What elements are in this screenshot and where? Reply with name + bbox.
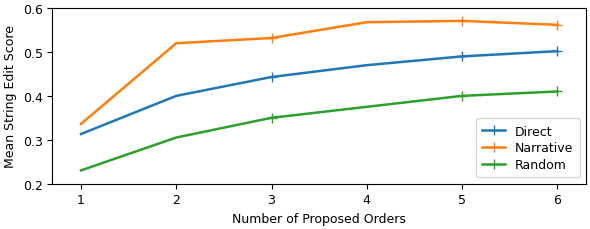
Narrative bbox=[458, 20, 466, 23]
Legend: Direct, Narrative, Random: Direct, Narrative, Random bbox=[476, 119, 579, 177]
Random bbox=[458, 95, 466, 98]
Direct bbox=[77, 133, 84, 136]
X-axis label: Number of Proposed Orders: Number of Proposed Orders bbox=[232, 212, 406, 225]
Direct bbox=[363, 65, 371, 67]
Random bbox=[554, 91, 561, 93]
Random bbox=[173, 136, 180, 139]
Narrative bbox=[268, 37, 275, 40]
Narrative bbox=[173, 43, 180, 45]
Narrative bbox=[77, 123, 84, 126]
Random bbox=[268, 117, 275, 120]
Narrative bbox=[554, 24, 561, 27]
Direct bbox=[268, 76, 275, 79]
Line: Random: Random bbox=[76, 87, 562, 175]
Random bbox=[77, 169, 84, 172]
Direct bbox=[458, 56, 466, 59]
Random bbox=[363, 106, 371, 109]
Direct bbox=[173, 95, 180, 98]
Direct bbox=[554, 51, 561, 53]
Line: Direct: Direct bbox=[76, 47, 562, 139]
Y-axis label: Mean String Edit Score: Mean String Edit Score bbox=[4, 25, 17, 168]
Line: Narrative: Narrative bbox=[76, 17, 562, 129]
Narrative bbox=[363, 22, 371, 25]
